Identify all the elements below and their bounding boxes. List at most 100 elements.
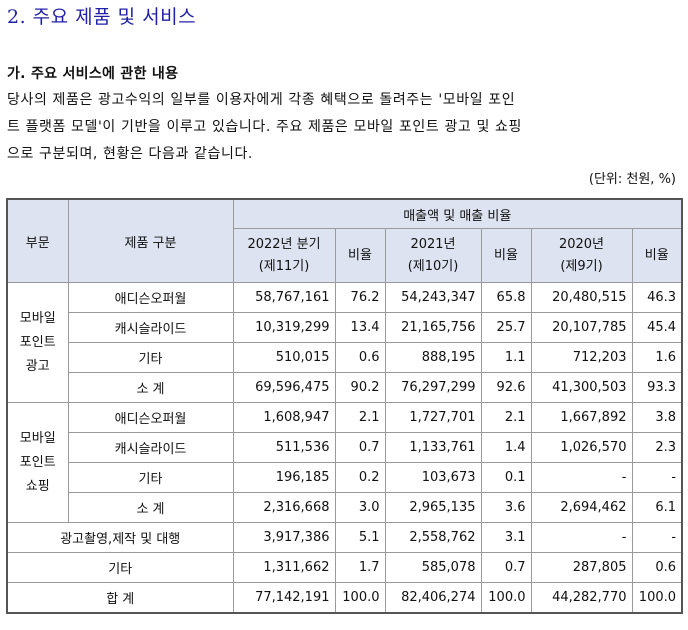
cell-value: 1,608,947: [232, 402, 336, 433]
cell-ratio: 46.3: [631, 282, 683, 313]
cell-ratio: 13.4: [334, 312, 386, 343]
cell-ratio: 3.1: [480, 522, 532, 553]
cell-ratio: 100.0: [480, 582, 532, 614]
cell-value: 287,805: [530, 552, 633, 583]
cell-ratio: -: [631, 462, 683, 493]
cell-value: 3,917,386: [232, 522, 336, 553]
cell-ratio: 3.0: [334, 492, 386, 523]
cell-value: 196,185: [232, 462, 336, 493]
row-label: 소 계: [67, 492, 234, 523]
table-row: 기타 510,015 0.6 888,195 1.1 712,203 1.6: [7, 342, 683, 373]
header-period-2021-term: (제10기): [407, 258, 459, 274]
cell-value: 1,667,892: [530, 402, 633, 433]
cell-value: 20,107,785: [530, 312, 633, 343]
cell-ratio: 1.1: [480, 342, 532, 373]
group-label-shopping: 모바일 포인트 쇼핑: [6, 402, 69, 523]
cell-ratio: 90.2: [334, 372, 386, 403]
table-row: 모바일 포인트 광고 애디슨오퍼월 58,767,161 76.2 54,243…: [6, 282, 683, 403]
table-row-total: 합 계 77,142,191 100.0 82,406,274 100.0 44…: [6, 582, 683, 614]
row-label: 광고촬영,제작 및 대행: [6, 522, 234, 553]
header-division: 부문: [6, 198, 69, 283]
header-period-2022: 2022년 분기 (제11기): [232, 228, 336, 283]
header-period-2020-year: 2020년: [558, 236, 605, 252]
cell-value: 1,026,570: [530, 432, 633, 463]
cell-ratio: 25.7: [480, 312, 532, 343]
table-row-subtotal: 소 계 69,596,475 90.2 76,297,299 92.6 41,3…: [7, 372, 683, 403]
cell-ratio: 0.7: [480, 552, 532, 583]
subsection-heading: 가. 주요 서비스에 관한 내용: [7, 66, 179, 82]
cell-ratio: 1.6: [631, 342, 683, 373]
row-label: 기타: [67, 462, 234, 493]
cell-value: 103,673: [384, 462, 482, 493]
paragraph-line: 으로 구분되며, 현황은 다음과 같습니다.: [7, 146, 253, 162]
header-ratio: 비율: [334, 228, 386, 283]
table-row: 캐시슬라이드 10,319,299 13.4 21,165,756 25.7 2…: [7, 312, 683, 343]
cell-value: -: [530, 522, 633, 553]
row-label: 기타: [6, 552, 234, 583]
cell-value: 888,195: [384, 342, 482, 373]
cell-value: 54,243,347: [384, 282, 482, 313]
cell-ratio: 65.8: [480, 282, 532, 313]
cell-ratio: 0.1: [480, 462, 532, 493]
header-ratio: 비율: [480, 228, 532, 283]
cell-ratio: 0.6: [334, 342, 386, 373]
cell-value: 511,536: [232, 432, 336, 463]
cell-ratio: 6.1: [631, 492, 683, 523]
cell-ratio: 100.0: [334, 582, 386, 614]
cell-value: 77,142,191: [232, 582, 336, 614]
table-row: 캐시슬라이드 511,536 0.7 1,133,761 1.4 1,026,5…: [7, 432, 683, 463]
row-label: 기타: [67, 342, 234, 373]
table-row-subtotal: 소 계 2,316,668 3.0 2,965,135 3.6 2,694,46…: [7, 492, 683, 523]
cell-value: 2,316,668: [232, 492, 336, 523]
cell-ratio: 2.3: [631, 432, 683, 463]
cell-value: 69,596,475: [232, 372, 336, 403]
header-period-2020: 2020년 (제9기): [530, 228, 633, 283]
cell-value: 41,300,503: [530, 372, 633, 403]
cell-value: 585,078: [384, 552, 482, 583]
row-label: 애디슨오퍼월: [67, 402, 234, 433]
cell-value: 44,282,770: [530, 582, 633, 614]
cell-value: 2,558,762: [384, 522, 482, 553]
row-label: 캐시슬라이드: [67, 432, 234, 463]
sales-table: 부문 제품 구분 매출액 및 매출 비율 2022년 분기 (제11기) 비율 …: [6, 198, 684, 614]
unit-note: (단위: 천원, %): [588, 172, 676, 187]
cell-value: 1,727,701: [384, 402, 482, 433]
section-heading: 2. 주요 제품 및 서비스: [7, 6, 197, 28]
cell-ratio: 2.1: [334, 402, 386, 433]
table-row: 기타 1,311,662 1.7 585,078 0.7 287,805 0.6: [6, 552, 683, 583]
cell-value: 82,406,274: [384, 582, 482, 614]
cell-ratio: 0.6: [631, 552, 683, 583]
cell-ratio: 92.6: [480, 372, 532, 403]
cell-ratio: 100.0: [631, 582, 683, 614]
row-label: 합 계: [6, 582, 234, 614]
cell-ratio: 93.3: [631, 372, 683, 403]
cell-value: -: [530, 462, 633, 493]
description-paragraph: 당사의 제품은 광고수익의 일부를 이용자에게 각종 혜택으로 돌려주는 '모바…: [7, 87, 647, 168]
cell-value: 510,015: [232, 342, 336, 373]
row-label: 애디슨오퍼월: [67, 282, 234, 313]
header-period-2021-year: 2021년: [410, 236, 456, 252]
paragraph-line: 트 플랫폼 모델'이 기반을 이루고 있습니다. 주요 제품은 모바일 포인트 …: [7, 119, 522, 135]
table-row: 모바일 포인트 쇼핑 애디슨오퍼월 1,608,947 2.1 1,727,70…: [6, 402, 683, 523]
cell-ratio: 45.4: [631, 312, 683, 343]
header-sales-group: 매출액 및 매출 비율: [232, 198, 683, 229]
row-label: 소 계: [67, 372, 234, 403]
cell-ratio: 5.1: [334, 522, 386, 553]
row-label: 캐시슬라이드: [67, 312, 234, 343]
header-period-2022-term: (제11기): [258, 258, 310, 274]
header-period-2022-year: 2022년 분기: [247, 236, 321, 252]
cell-value: 76,297,299: [384, 372, 482, 403]
cell-ratio: 0.2: [334, 462, 386, 493]
cell-value: 1,311,662: [232, 552, 336, 583]
cell-value: 10,319,299: [232, 312, 336, 343]
cell-ratio: 3.6: [480, 492, 532, 523]
cell-ratio: 0.7: [334, 432, 386, 463]
paragraph-line: 당사의 제품은 광고수익의 일부를 이용자에게 각종 혜택으로 돌려주는 '모바…: [7, 92, 516, 108]
header-period-2020-term: (제9기): [560, 258, 603, 274]
cell-value: 20,480,515: [530, 282, 633, 313]
cell-ratio: 76.2: [334, 282, 386, 313]
table-row: 광고촬영,제작 및 대행 3,917,386 5.1 2,558,762 3.1…: [6, 522, 683, 553]
group-label-ad: 모바일 포인트 광고: [6, 282, 69, 403]
cell-value: 1,133,761: [384, 432, 482, 463]
